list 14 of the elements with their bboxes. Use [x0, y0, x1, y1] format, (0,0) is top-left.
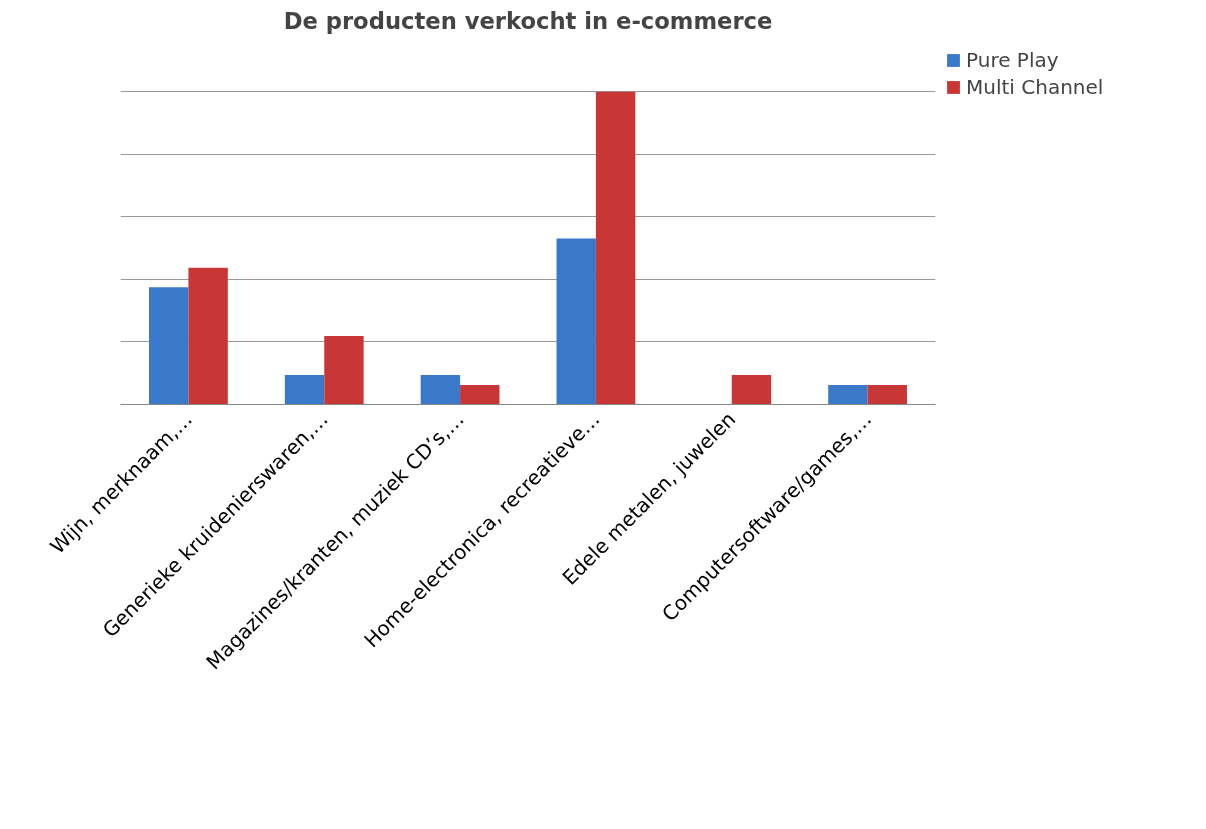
bar — [149, 287, 189, 405]
bar — [460, 384, 500, 405]
chart-title: De producten verkocht in e-commerce — [283, 7, 773, 34]
bar — [828, 384, 868, 405]
bar — [284, 375, 325, 405]
bar — [188, 267, 228, 405]
bar — [731, 375, 772, 405]
legend-label: Pure Play — [966, 48, 1059, 72]
bar — [867, 384, 907, 405]
bar — [595, 91, 636, 405]
bar — [420, 375, 461, 405]
bar — [324, 335, 364, 405]
legend-label: Multi Channel — [966, 75, 1104, 99]
bar — [556, 238, 596, 405]
